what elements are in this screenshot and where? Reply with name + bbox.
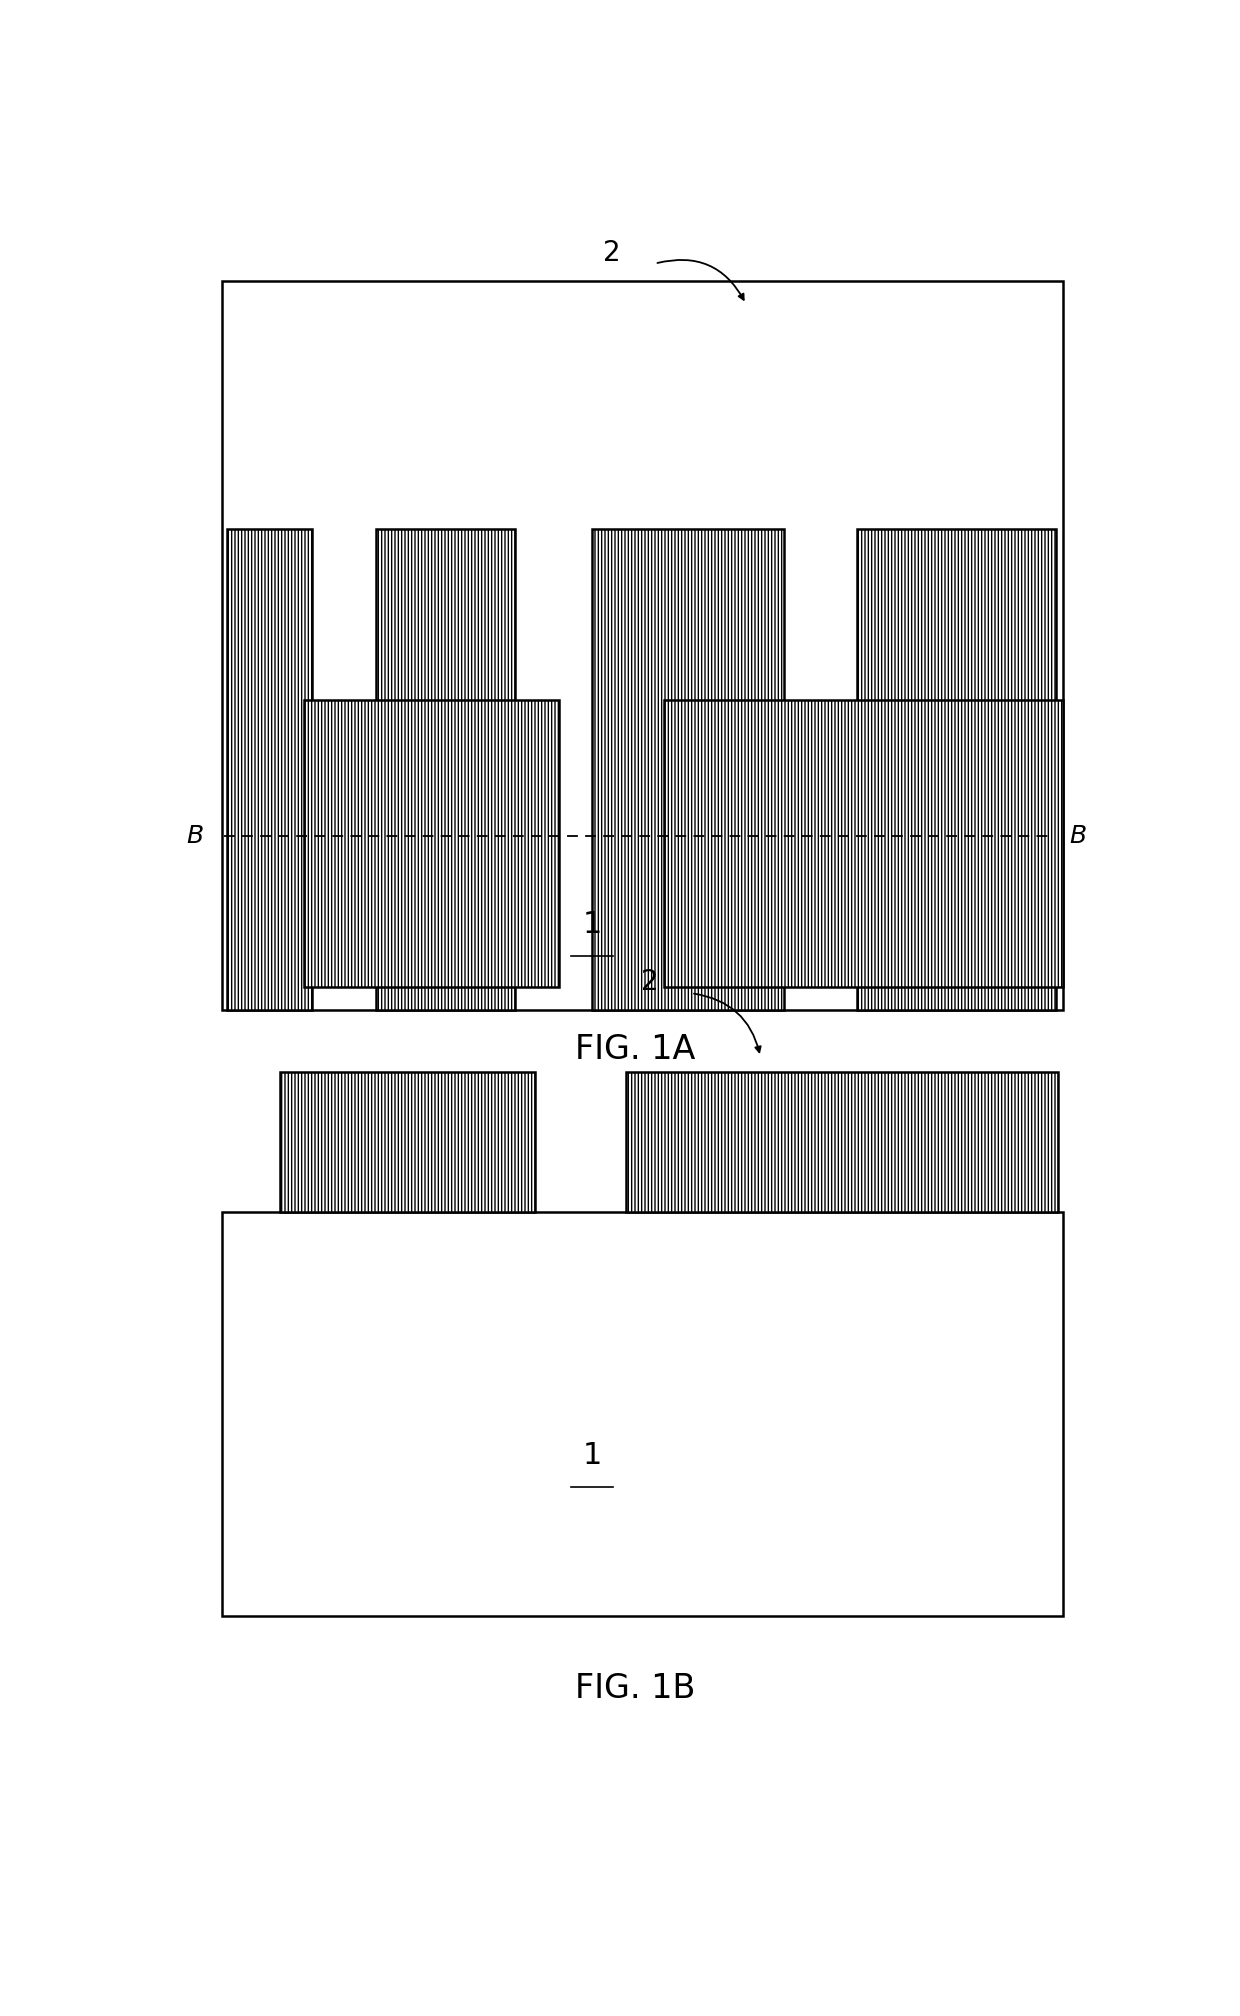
Text: B: B bbox=[1069, 825, 1086, 849]
Text: 2: 2 bbox=[603, 238, 620, 266]
Bar bbox=[857, 528, 1056, 1010]
Bar bbox=[626, 1073, 1058, 1212]
Text: FIG. 1A: FIG. 1A bbox=[575, 1032, 696, 1066]
Bar bbox=[665, 700, 1063, 988]
Text: 1: 1 bbox=[583, 1441, 601, 1470]
Bar bbox=[222, 1212, 1063, 1615]
Text: 2: 2 bbox=[641, 968, 658, 996]
Bar bbox=[227, 528, 311, 1010]
Text: FIG. 1B: FIG. 1B bbox=[575, 1671, 696, 1706]
Text: 1: 1 bbox=[583, 911, 601, 939]
Bar bbox=[304, 700, 559, 988]
Text: B: B bbox=[187, 825, 203, 849]
Bar bbox=[593, 528, 785, 1010]
Bar bbox=[280, 1073, 534, 1212]
Bar bbox=[376, 528, 516, 1010]
Bar bbox=[222, 280, 1063, 1010]
